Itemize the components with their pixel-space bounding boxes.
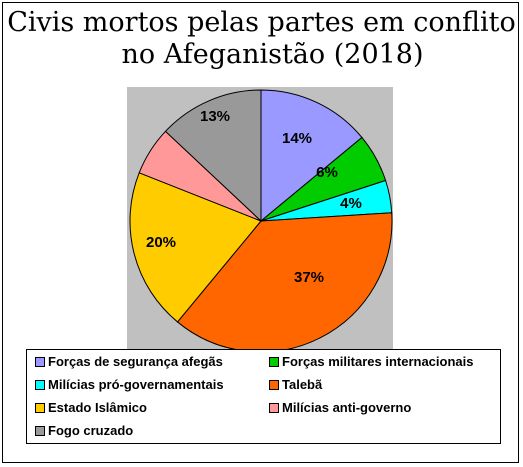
legend-label: Forças de segurança afegãs (48, 354, 223, 369)
legend-swatch (35, 426, 45, 436)
legend-swatch (35, 380, 45, 390)
slice-label-2: 4% (340, 195, 362, 212)
slice-label-4: 20% (146, 234, 176, 251)
legend-swatch (35, 403, 45, 413)
chart-title: Civis mortos pelas partes em conflito no… (3, 7, 520, 71)
slice-label-3: 37% (294, 269, 324, 286)
pie-slice-4 (129, 172, 262, 323)
chart-title-line-2: no Afeganistão (2018) (121, 39, 424, 70)
legend-swatch (35, 357, 45, 367)
plot-area: 14% 6% 4% 37% 20% 13% (127, 87, 393, 351)
legend-label: Milícias pró-governamentais (48, 377, 224, 392)
slice-label-6: 13% (200, 108, 230, 125)
pie-slice-3 (176, 212, 393, 351)
pie-slice-0 (260, 89, 363, 223)
chart-legend: Forças de segurança afegãs Forças militar… (26, 349, 501, 444)
legend-swatch (269, 357, 279, 367)
legend-label: Fogo cruzado (48, 423, 134, 438)
pie-slice-6 (164, 89, 262, 223)
chart-frame: Civis mortos pelas partes em conflito no… (2, 2, 519, 463)
legend-label: Forças militares internacionais (282, 354, 474, 369)
slice-label-1: 6% (316, 164, 338, 181)
chart-title-line-1: Civis mortos pelas partes em conflito (7, 7, 516, 38)
slice-label-0: 14% (282, 130, 312, 147)
legend-label: Milícias anti-governo (282, 400, 412, 415)
legend-swatch (269, 403, 279, 413)
pie-chart: 14%6%4% 37% 20% 13% (129, 89, 393, 351)
legend-label: Talebã (282, 377, 323, 392)
legend-label: Estado Islâmico (48, 400, 147, 415)
legend-swatch (269, 380, 279, 390)
